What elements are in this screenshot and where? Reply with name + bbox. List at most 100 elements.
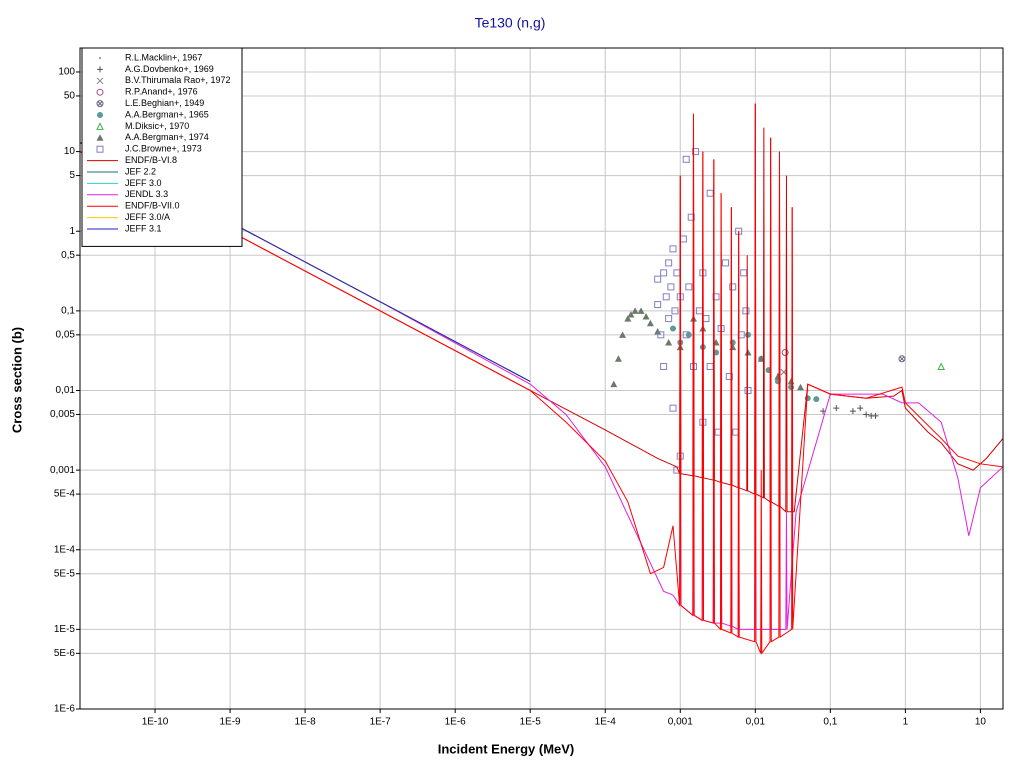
data-point [96,100,104,108]
data-point [96,145,104,153]
data-point [657,331,665,339]
y-axis-label: Cross section (b) [9,327,24,433]
data-point [729,283,737,291]
data-point [796,383,804,391]
data-point [660,269,668,277]
data-point [757,355,765,362]
legend-label: A.G.Dovbenko+, 1969 [125,64,214,74]
legend-label: A.A.Bergman+, 1965 [125,109,209,119]
data-point [96,88,104,96]
x-tick-label: 1E-9 [220,717,242,728]
y-tick-label: 0,001 [50,465,75,476]
data-point [849,408,856,415]
data-point [96,122,104,130]
x-tick-label: 10 [975,717,987,728]
y-tick-label: 1E-4 [54,544,76,555]
data-point [665,315,673,323]
legend-label: JEFF 3.1 [125,223,162,233]
data-point [662,293,670,301]
y-tick-label: 5E-5 [54,568,76,579]
x-tick-label: 0,01 [746,717,766,728]
y-tick-label: 1E-5 [54,624,76,635]
y-tick-label: 0,5 [61,250,75,261]
legend-label: A.A.Bergman+, 1974 [125,132,209,142]
data-point [667,283,675,291]
data-point [637,307,645,314]
data-point [97,66,103,73]
data-point [781,348,789,356]
data-point [619,331,627,338]
data-point [744,348,752,356]
legend-label: L.E.Beghian+, 1949 [125,98,204,108]
y-tick-label: 1 [69,226,75,237]
data-point [692,148,700,156]
y-tick-label: 5E-6 [54,648,76,659]
legend-label: JEF 2.2 [125,166,156,176]
x-tick-label: 1E-4 [595,717,617,728]
data-point [706,189,714,197]
data-point [654,275,662,283]
data-point [627,311,635,318]
data-point [744,386,752,394]
data-point [788,384,795,391]
y-tick-label: 0,01 [56,385,76,396]
data-point [833,405,840,412]
x-tick-label: 0,001 [668,717,693,728]
data-point [712,293,720,301]
legend-label: ENDF/B-VI.8 [125,155,177,165]
data-point [610,380,618,388]
x-tick-label: 1E-7 [370,717,392,728]
x-tick-label: 1E-6 [445,717,467,728]
data-point [872,412,879,419]
data-point [857,405,864,412]
data-point [742,307,750,315]
chart-title: Te130 (n,g) [475,15,546,31]
data-point [97,112,103,118]
legend-label: JENDL 3.3 [125,189,168,199]
data-point [99,57,101,59]
data-point [654,328,662,335]
data-point [670,325,677,332]
x-tick-label: 1E-5 [520,717,542,728]
data-point [898,355,906,363]
x-tick-label: 0,1 [823,717,837,728]
data-point [669,404,677,412]
legend-label: R.L.Macklin+, 1967 [125,52,202,62]
data-point [665,259,673,267]
data-point [721,259,729,267]
data-point [671,307,679,315]
legend-label: ENDF/B-VII.0 [125,201,180,211]
data-point [96,77,104,85]
x-tick-label: 1E-10 [142,717,169,728]
data-point [631,307,639,314]
legend-label: JEFF 3.0 [125,178,162,188]
y-tick-label: 50 [64,91,76,102]
y-tick-label: 1E-6 [54,704,76,715]
y-tick-label: 0,005 [50,409,75,420]
y-tick-label: 100 [58,67,75,78]
data-point [682,155,690,163]
data-point [745,331,752,338]
x-tick-label: 1 [903,717,909,728]
data-point [937,362,945,371]
data-point [624,315,632,322]
y-tick-label: 0,05 [56,329,76,340]
y-tick-label: 5 [69,170,75,181]
data-point [687,213,695,221]
y-tick-label: 5E-4 [54,489,76,500]
legend-box [81,47,243,247]
plot-frame [79,47,1004,710]
legend-label: M.Diksic+, 1970 [125,121,189,131]
series-line [80,103,1003,655]
data-point [614,355,622,362]
data-point [660,363,668,371]
legend-label: R.P.Anand+, 1976 [125,87,198,97]
legend-label: J.C.Browne+, 1973 [125,144,202,154]
legend: R.L.Macklin+, 1967 A.G.Dovbenko+, 1969B.V… [81,47,243,247]
legend-label: B.V.Thirumala Rao+, 1972 [125,75,230,85]
data-point [665,339,673,346]
x-tick-label: 1E-8 [295,717,317,728]
data-point [685,283,693,291]
data-point [725,372,733,380]
